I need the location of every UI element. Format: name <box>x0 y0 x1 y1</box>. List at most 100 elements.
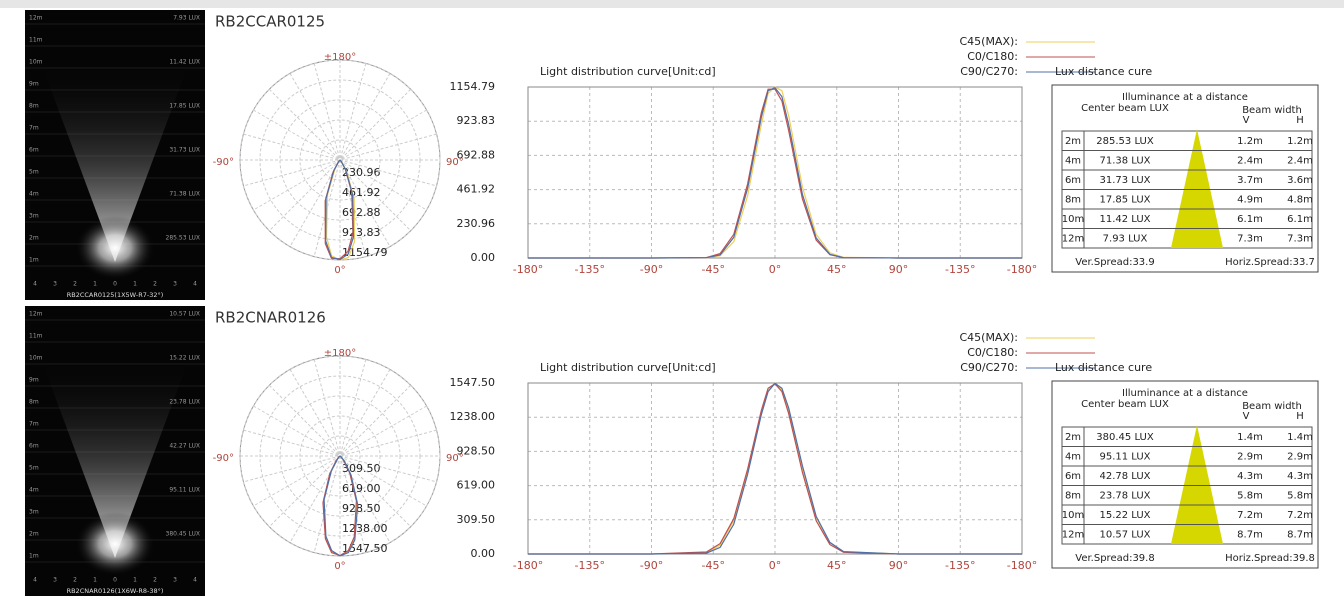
x-tick-label: -135° <box>945 263 975 276</box>
distance-label: 1m <box>29 553 39 560</box>
distance-label: 9m <box>29 81 39 88</box>
ver-spread: Ver.Spread:33.9 <box>1075 257 1154 268</box>
distance-label: 5m <box>29 169 39 176</box>
y-tick-label: 928.50 <box>457 444 496 457</box>
polar-ring <box>279 99 401 221</box>
y-tick-label: 1238.00 <box>450 410 496 423</box>
lux-box <box>1051 84 1319 273</box>
x-tick-label: -135° <box>575 559 605 572</box>
lux-cell: 2.4m <box>1237 155 1263 166</box>
lux-col-v: V <box>1243 411 1250 422</box>
polar-line <box>325 159 355 261</box>
polar-ring-label: 619.00 <box>342 482 381 495</box>
x-tick-label: 45° <box>827 263 847 276</box>
scale-label: 4 <box>193 281 197 288</box>
x-tick-label: -180° <box>1007 559 1037 572</box>
x-tick-label: -180° <box>513 263 543 276</box>
polar-ring-label: 923.83 <box>342 226 381 239</box>
y-tick-label: 923.83 <box>457 114 496 127</box>
lux-col-width: Beam width <box>1242 105 1302 116</box>
lux-cell: 7.2m <box>1287 510 1313 521</box>
lux-col-h: H <box>1296 411 1304 422</box>
polar-ring-label: 309.50 <box>342 462 381 475</box>
lux-cell: 2.9m <box>1237 451 1263 462</box>
lux-cell: 12m <box>1062 233 1084 244</box>
distance-label: 4m <box>29 487 39 494</box>
lux-col-width: Beam width <box>1242 401 1302 412</box>
lux-cell: 7.2m <box>1237 510 1263 521</box>
lux-cell: 8m <box>1065 194 1081 205</box>
lux-cell: 71.38 LUX <box>1099 155 1150 166</box>
polar-left-label: -90° <box>213 157 234 168</box>
lux-label: 15.22 LUX <box>169 355 200 362</box>
lux-cell: 1.2m <box>1287 136 1313 147</box>
beam-glow <box>75 512 155 576</box>
distance-label: 5m <box>29 465 39 472</box>
lux-label: 31.73 LUX <box>169 147 200 154</box>
distance-label: 2m <box>29 235 39 242</box>
scale-label: 0 <box>113 281 117 288</box>
x-tick-label: -45° <box>702 263 725 276</box>
lux-box <box>1051 380 1319 569</box>
distance-label: 11m <box>29 333 43 340</box>
legend-label: C0/C180: <box>967 50 1018 63</box>
lux-heading: Illuminance at a distance <box>1122 388 1248 399</box>
polar-top-label: ±180° <box>324 348 356 359</box>
distance-label: 3m <box>29 213 39 220</box>
scale-label: 2 <box>153 577 157 584</box>
polar-line <box>323 455 359 557</box>
lux-cell: 4m <box>1065 451 1081 462</box>
polar-ring-label: 1154.79 <box>342 246 388 259</box>
x-tick-label: -180° <box>1007 263 1037 276</box>
x-tick-label: -180° <box>513 559 543 572</box>
polar-ring <box>259 375 421 537</box>
distance-label: 12m <box>29 15 43 22</box>
lux-label: 71.38 LUX <box>169 191 200 198</box>
y-tick-label: 0.00 <box>471 251 496 264</box>
distance-label: 12m <box>29 311 43 318</box>
beam-cone <box>40 60 190 262</box>
lux-cell: 1.4m <box>1237 432 1263 443</box>
y-tick-label: 309.50 <box>457 513 496 526</box>
lux-cell: 4.8m <box>1287 194 1313 205</box>
lux-label: 380.45 LUX <box>166 531 200 538</box>
top-strip <box>0 0 1344 8</box>
lux-cell: 2.9m <box>1287 451 1313 462</box>
lux-cell: 7.3m <box>1237 233 1263 244</box>
scale-label: 1 <box>133 577 137 584</box>
lux-label: 7.93 LUX <box>173 15 200 22</box>
beam-triangle <box>1171 425 1223 544</box>
lux-cell: 8m <box>1065 490 1081 501</box>
polar-ring <box>319 139 361 181</box>
product-name: RB2CCAR0125 <box>215 13 325 31</box>
scale-label: 0 <box>113 577 117 584</box>
lux-cell: 95.11 LUX <box>1099 451 1150 462</box>
lux-cell: 31.73 LUX <box>1099 175 1150 186</box>
lux-title: Lux distance cure <box>1055 65 1152 78</box>
y-tick-label: 619.00 <box>457 479 496 492</box>
beam-cone <box>40 356 190 558</box>
distance-label: 10m <box>29 355 43 362</box>
hor-spread: Horiz.Spread:39.8 <box>1225 553 1315 564</box>
x-tick-label: 90° <box>889 263 909 276</box>
lux-cell: 8.7m <box>1287 529 1313 540</box>
lux-cell: 23.78 LUX <box>1099 490 1150 501</box>
distance-label: 11m <box>29 37 43 44</box>
beam-caption: RB2CCAR0125(1X5W-R7-32°) <box>67 291 164 299</box>
scale-label: 2 <box>73 281 77 288</box>
lux-cell: 8.7m <box>1237 529 1263 540</box>
polar-ring-label: 1547.50 <box>342 542 388 555</box>
lux-cell: 2.4m <box>1287 155 1313 166</box>
lux-cell: 10m <box>1062 510 1084 521</box>
scale-label: 3 <box>53 281 57 288</box>
legend-label: C90/C270: <box>960 361 1018 374</box>
lux-cell: 5.8m <box>1237 490 1263 501</box>
y-tick-label: 1547.50 <box>450 376 496 389</box>
lux-cell: 17.85 LUX <box>1099 194 1150 205</box>
x-tick-label: 0° <box>769 263 782 276</box>
x-tick-label: -135° <box>575 263 605 276</box>
polar-left-label: -90° <box>213 453 234 464</box>
lux-cell: 285.53 LUX <box>1096 136 1154 147</box>
lux-label: 42.27 LUX <box>169 443 200 450</box>
polar-right-label: 90° <box>446 453 464 464</box>
